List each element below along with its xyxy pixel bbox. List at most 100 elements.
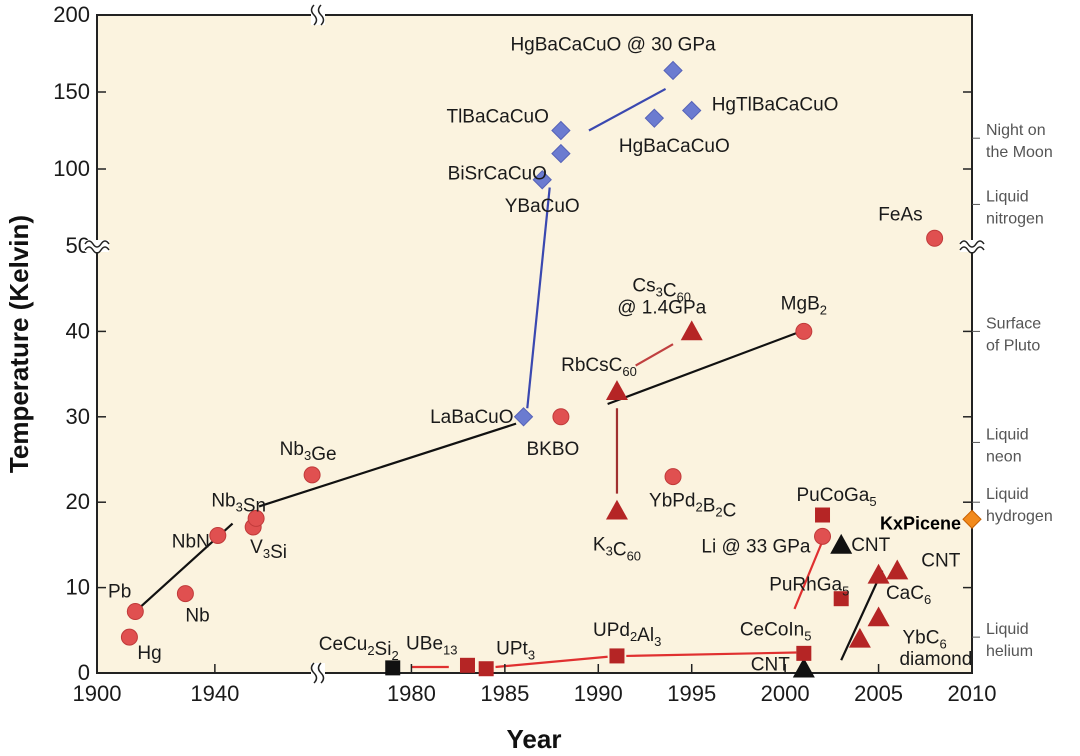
triangle-point (830, 533, 853, 554)
reference-label: helium (986, 643, 1033, 660)
trend-line (635, 343, 674, 367)
diamond-point (513, 407, 534, 427)
x-tick-label: 1900 (73, 681, 122, 706)
y-tick-label: 20 (66, 489, 90, 514)
data-label: FeAs (878, 204, 922, 225)
trend-line (588, 87, 667, 132)
data-label: Nb3Ge (280, 439, 337, 465)
data-label: YbC6 (902, 627, 946, 651)
data-label-note: @ 1.4GPa (617, 297, 706, 318)
axis-break-mark (310, 4, 318, 26)
y-tick-label: 200 (53, 2, 90, 27)
axis-break-mark (959, 240, 985, 248)
data-label: BKBO (527, 439, 580, 460)
data-label: NbN (172, 532, 210, 553)
diamond-point (551, 143, 571, 164)
reference-label: Surface (986, 315, 1041, 332)
triangle-point (792, 657, 815, 678)
trend-line (607, 332, 797, 406)
axis-break-gap (311, 5, 325, 25)
x-tick-label: 1980 (387, 681, 436, 706)
circle-point (176, 585, 194, 603)
square-point (833, 591, 849, 607)
axis-break-mark (317, 662, 325, 684)
diamond-point (663, 60, 683, 81)
circle-point (303, 466, 321, 484)
data-label: Hg (137, 643, 161, 664)
trend-line (526, 187, 551, 409)
x-tick-label: 1990 (574, 681, 623, 706)
data-label: CNT (851, 535, 890, 556)
square-point (459, 657, 475, 673)
triangle-point (886, 559, 909, 580)
axis-break-gap (85, 240, 109, 252)
y-tick-label: 100 (53, 156, 90, 181)
x-tick-label: 1985 (480, 681, 529, 706)
circle-point (120, 628, 138, 646)
triangle-point (605, 499, 628, 520)
square-point (796, 645, 812, 661)
trend-line (258, 422, 517, 508)
y-tick-label: 0 (78, 660, 90, 685)
reference-label: Liquid (986, 621, 1029, 638)
square-point (815, 507, 831, 523)
data-label: Li @ 33 GPa (701, 536, 810, 557)
data-label: UBe13 (406, 633, 457, 657)
data-label: UPd2Al3 (593, 620, 661, 649)
trend-line (495, 655, 608, 669)
circle-point (552, 408, 570, 426)
reference-label: nitrogen (986, 210, 1044, 227)
axis-breaks (84, 4, 985, 684)
x-tick-label: 1940 (190, 681, 239, 706)
data-label: CaC6 (886, 583, 931, 607)
x-tick-label: 1995 (667, 681, 716, 706)
reference-label: neon (986, 448, 1022, 465)
trend-line (840, 570, 884, 661)
data-points (120, 60, 982, 678)
circle-point (814, 527, 832, 545)
triangle-point (680, 320, 703, 341)
triangle-point (848, 627, 871, 648)
data-label: BiSrCaCuO (448, 164, 547, 185)
x-tick-label: 2000 (761, 681, 810, 706)
y-tick-label: 40 (66, 318, 90, 343)
axis-break-gap (960, 240, 984, 252)
data-labels: Hg Pb Nb NbN V3Si Nb3Sn Nb3Ge BKBO YbPd2B2C MgB2 L… (108, 34, 972, 675)
triangle-point (605, 380, 628, 400)
x-tick-label: 2005 (854, 681, 903, 706)
triangle-point (867, 563, 890, 584)
diamond-point (532, 170, 552, 190)
data-label: CNT (921, 551, 960, 572)
data-label: Nb3Sn (211, 490, 266, 516)
axis-break-mark (84, 240, 110, 248)
x-tick-label: 2010 (948, 681, 997, 706)
x-axis-ticks: 1900 1940 1980 1985 1990 1995 2000 2005 2010 (73, 664, 997, 706)
reference-label: the Moon (986, 144, 1053, 161)
circle-point (247, 509, 265, 527)
circle-point (209, 527, 227, 545)
diamond-point (551, 120, 571, 141)
axis-break-mark (310, 662, 318, 684)
diamond-point (644, 108, 665, 128)
data-label: HgBaCaCuO (619, 136, 730, 157)
data-label: HgTlBaCaCuO (712, 94, 839, 115)
data-label: K3C60 (593, 535, 641, 564)
data-label: V3Si (250, 537, 287, 563)
data-label: YBaCuO (505, 196, 580, 217)
square-point (478, 661, 494, 677)
trend-line (626, 651, 797, 658)
data-label: CNT (751, 655, 790, 676)
data-label: PuCoGa5 (797, 485, 877, 509)
data-label: YbPd2B2C (649, 491, 736, 522)
data-label: Nb (185, 606, 209, 627)
data-label: HgBaCaCuO @ 30 GPa (510, 34, 716, 55)
reference-levels: Night on the Moon Liquid nitrogen Surface of … (972, 122, 1053, 660)
reference-label: Night on (986, 122, 1046, 139)
reference-label: Liquid (986, 188, 1029, 205)
y-tick-label: 10 (66, 575, 90, 600)
axis-break-mark (959, 246, 985, 254)
axis-break-mark (317, 4, 325, 26)
data-label: CeCoIn5 (740, 619, 812, 643)
